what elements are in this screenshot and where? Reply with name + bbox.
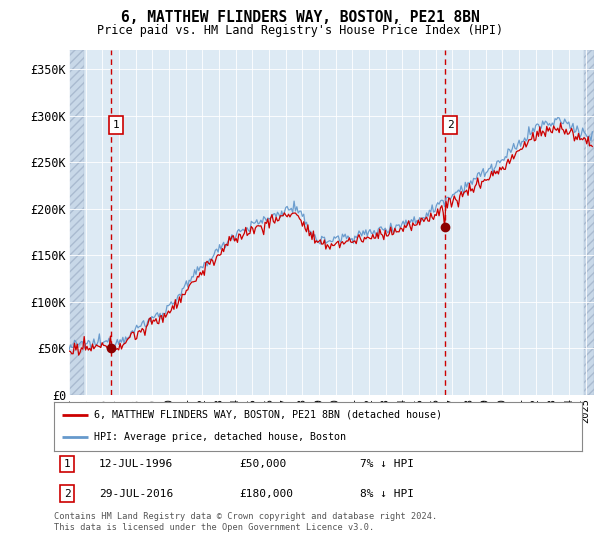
Text: 7% ↓ HPI: 7% ↓ HPI	[360, 459, 414, 469]
Bar	[584, 50, 594, 395]
Text: 29-JUL-2016: 29-JUL-2016	[99, 489, 173, 498]
Text: 1: 1	[64, 459, 71, 469]
Text: 8% ↓ HPI: 8% ↓ HPI	[360, 489, 414, 498]
Text: HPI: Average price, detached house, Boston: HPI: Average price, detached house, Bost…	[94, 432, 346, 442]
Text: Price paid vs. HM Land Registry's House Price Index (HPI): Price paid vs. HM Land Registry's House …	[97, 24, 503, 36]
Bar	[69, 50, 85, 395]
Text: 6, MATTHEW FLINDERS WAY, BOSTON, PE21 8BN: 6, MATTHEW FLINDERS WAY, BOSTON, PE21 8B…	[121, 10, 479, 25]
Text: Contains HM Land Registry data © Crown copyright and database right 2024.
This d: Contains HM Land Registry data © Crown c…	[54, 512, 437, 532]
Text: 1: 1	[113, 120, 119, 130]
Text: 2: 2	[447, 120, 454, 130]
Text: 12-JUL-1996: 12-JUL-1996	[99, 459, 173, 469]
Text: 2: 2	[64, 489, 71, 498]
Text: 6, MATTHEW FLINDERS WAY, BOSTON, PE21 8BN (detached house): 6, MATTHEW FLINDERS WAY, BOSTON, PE21 8B…	[94, 410, 442, 420]
Text: £180,000: £180,000	[239, 489, 293, 498]
Text: £50,000: £50,000	[239, 459, 286, 469]
